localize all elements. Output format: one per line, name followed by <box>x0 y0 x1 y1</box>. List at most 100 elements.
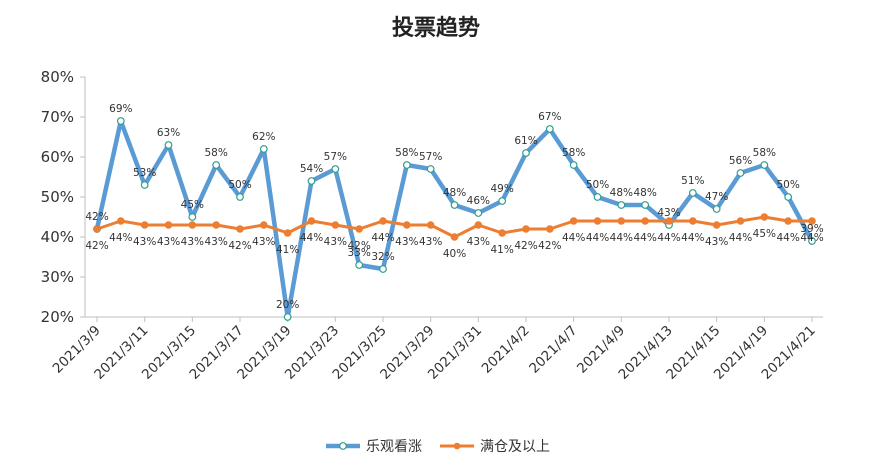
data-label-series-1: 56% <box>729 155 752 167</box>
data-label-series-1: 48% <box>610 187 633 199</box>
data-labels: 42%69%53%63%45%58%50%62%20%54%57%33% 32%5… <box>85 103 823 311</box>
series-1-marker <box>450 201 459 209</box>
data-label-series-2: 44% <box>657 232 680 244</box>
data-label-series-1: 63% <box>157 127 180 139</box>
series-2-marker <box>617 217 626 225</box>
data-label-series-2: 44% <box>300 232 323 244</box>
series-1-marker <box>379 265 387 273</box>
data-label-series-1: 47% <box>705 191 728 203</box>
series-1-marker <box>736 169 745 177</box>
series-1-marker <box>188 213 197 221</box>
series-1-marker <box>569 161 578 169</box>
series-1-marker <box>259 145 268 153</box>
series-1-marker <box>641 201 650 209</box>
data-label-series-1: 58% <box>562 147 585 159</box>
data-label-series-2: 44% <box>800 232 823 244</box>
series-1-marker <box>712 205 721 213</box>
data-label-series-2: 42% <box>538 240 561 252</box>
series-2-marker <box>260 221 268 229</box>
series-2-marker <box>164 221 173 229</box>
chart-title: 投票趋势 <box>392 15 480 41</box>
series-1-marker <box>283 313 292 321</box>
data-label-series-2: 45% <box>753 228 776 240</box>
series-2-marker <box>307 217 316 225</box>
series-1-marker <box>593 193 602 201</box>
series-1-marker <box>212 161 221 169</box>
series-1-marker <box>498 197 507 205</box>
series-2-marker <box>379 217 387 225</box>
data-label-series-1: 62% <box>252 131 275 143</box>
data-label-series-1: 46% <box>467 195 490 207</box>
series-1-marker <box>331 165 340 173</box>
series-1-marker <box>116 117 125 125</box>
data-label-series-2: 42% <box>228 240 251 252</box>
series-2-marker <box>593 217 602 225</box>
data-label-series-2: 44% <box>610 232 633 244</box>
series-2-marker <box>569 217 578 225</box>
data-label-series-1: 61% <box>514 135 537 147</box>
series-1-marker <box>402 161 411 169</box>
legend-marker-series-2 <box>453 442 461 450</box>
data-label-series-1: 33% <box>347 247 370 259</box>
legend-label-series-2: 满仓及以上 <box>480 439 550 455</box>
series-2-marker <box>522 225 530 233</box>
legend: 乐观看涨 满仓及以上 <box>326 439 550 455</box>
series-2-marker <box>355 225 363 233</box>
data-label-series-2: 43% <box>324 236 347 248</box>
y-tick-label: 80% <box>41 68 74 86</box>
data-label-series-1: 20% <box>276 299 299 311</box>
series-2-marker <box>140 221 149 229</box>
series-2-marker <box>665 217 673 225</box>
series-2-marker <box>784 217 792 225</box>
data-label-series-2: 43% <box>395 236 418 248</box>
data-label-series-2: 44% <box>371 232 394 244</box>
series-1-marker <box>426 165 435 173</box>
series-1-marker <box>688 189 697 197</box>
data-label-series-1: 51% <box>681 175 704 187</box>
data-label-series-1: 48% <box>633 187 656 199</box>
series-2-marker <box>426 221 435 229</box>
series-2-marker <box>331 221 340 229</box>
data-label-series-1: 50% <box>228 179 251 191</box>
data-label-series-2: 42% <box>514 240 537 252</box>
series-1-marker <box>474 209 483 217</box>
series-2-marker <box>117 217 125 225</box>
data-label-series-1: 49% <box>490 183 513 195</box>
series-2-marker <box>712 221 721 229</box>
data-label-series-1: 57% <box>324 151 347 163</box>
y-tick-label: 50% <box>41 188 74 206</box>
data-label-series-1: 67% <box>538 111 561 123</box>
data-label-series-2: 43% <box>157 236 180 248</box>
series-2-marker <box>450 233 459 241</box>
legend-label-series-1: 乐观看涨 <box>366 439 422 455</box>
data-label-series-2: 44% <box>109 232 132 244</box>
series-1-marker <box>236 193 244 201</box>
data-label-series-2: 41% <box>276 244 299 256</box>
x-axis: 2021/3/92021/3/112021/3/152021/3/172021/… <box>50 316 823 383</box>
data-label-series-1: 53% <box>133 167 156 179</box>
series-1-marker <box>760 161 769 169</box>
series-2-marker <box>760 213 769 221</box>
data-label-series-1: 57% <box>419 151 442 163</box>
data-label-series-2: 44% <box>633 232 656 244</box>
series-2-marker <box>212 221 220 229</box>
data-label-series-1: 32% <box>371 251 394 263</box>
y-tick-label: 30% <box>41 268 74 286</box>
series-lines <box>93 117 816 321</box>
data-label-series-1: 50% <box>586 179 609 191</box>
series-1-marker <box>617 201 626 209</box>
series-1-marker <box>808 237 816 245</box>
series-2-marker <box>93 225 101 233</box>
data-label-series-1: 50% <box>776 179 799 191</box>
y-tick-label: 40% <box>41 228 74 246</box>
data-label-series-2: 44% <box>681 232 704 244</box>
series-2-marker <box>498 229 506 237</box>
data-label-series-1: 58% <box>395 147 418 159</box>
series-1-marker <box>307 177 316 185</box>
series-1-marker <box>355 261 364 269</box>
series-1-marker <box>522 149 530 157</box>
series-2-marker <box>808 217 816 225</box>
data-label-series-2: 40% <box>443 248 466 260</box>
data-label-series-1: 69% <box>109 103 132 115</box>
